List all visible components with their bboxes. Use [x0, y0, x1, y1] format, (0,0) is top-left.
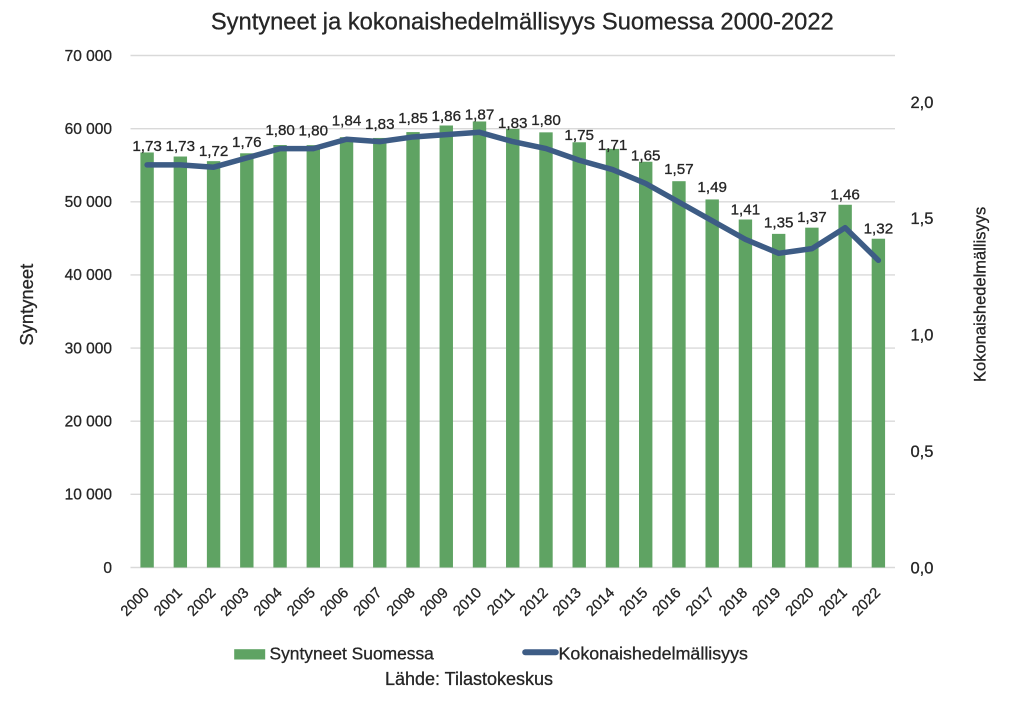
svg-text:1,80: 1,80: [265, 122, 295, 139]
svg-text:Syntyneet Suomessa: Syntyneet Suomessa: [270, 644, 435, 664]
svg-text:2,0: 2,0: [911, 94, 934, 112]
svg-text:1,41: 1,41: [731, 202, 761, 219]
svg-text:0,0: 0,0: [911, 559, 934, 577]
svg-text:60 000: 60 000: [65, 121, 113, 138]
svg-text:Syntyneet: Syntyneet: [16, 264, 37, 346]
svg-text:10 000: 10 000: [65, 487, 113, 504]
svg-text:1,76: 1,76: [232, 134, 262, 151]
svg-text:1,84: 1,84: [332, 113, 362, 130]
svg-text:1,0: 1,0: [911, 327, 934, 345]
svg-text:1,5: 1,5: [911, 210, 934, 228]
svg-text:30 000: 30 000: [65, 340, 113, 357]
svg-text:50 000: 50 000: [65, 194, 113, 211]
svg-text:1,49: 1,49: [697, 179, 727, 196]
svg-text:0: 0: [103, 560, 112, 577]
svg-text:1,73: 1,73: [166, 138, 196, 155]
svg-text:1,72: 1,72: [199, 143, 229, 160]
svg-text:0,5: 0,5: [911, 443, 934, 461]
svg-text:1,83: 1,83: [365, 116, 395, 133]
svg-text:1,32: 1,32: [864, 220, 894, 237]
svg-text:20 000: 20 000: [65, 414, 113, 431]
svg-text:1,80: 1,80: [531, 112, 561, 129]
svg-text:1,71: 1,71: [598, 137, 628, 154]
svg-text:1,37: 1,37: [797, 209, 827, 226]
svg-text:1,57: 1,57: [664, 161, 694, 178]
svg-text:70 000: 70 000: [65, 48, 113, 65]
svg-text:1,83: 1,83: [498, 115, 528, 132]
svg-text:1,86: 1,86: [432, 108, 462, 125]
svg-text:1,85: 1,85: [398, 110, 428, 127]
svg-text:Kokonaishedelmällisyys: Kokonaishedelmällisyys: [972, 207, 990, 382]
svg-text:1,87: 1,87: [465, 106, 495, 123]
svg-text:1,73: 1,73: [132, 138, 162, 155]
svg-text:1,65: 1,65: [631, 147, 661, 164]
svg-text:1,35: 1,35: [764, 215, 794, 232]
svg-text:40 000: 40 000: [65, 267, 113, 284]
svg-text:Syntyneet ja kokonaishedelmäll: Syntyneet ja kokonaishedelmällisyys Suom…: [211, 10, 834, 36]
svg-text:1,75: 1,75: [564, 127, 594, 144]
svg-text:1,46: 1,46: [830, 187, 860, 204]
svg-text:Kokonaishedelmällisyys: Kokonaishedelmällisyys: [559, 644, 749, 664]
svg-text:Lähde: Tilastokeskus: Lähde: Tilastokeskus: [385, 669, 553, 689]
svg-text:1,80: 1,80: [299, 123, 329, 140]
